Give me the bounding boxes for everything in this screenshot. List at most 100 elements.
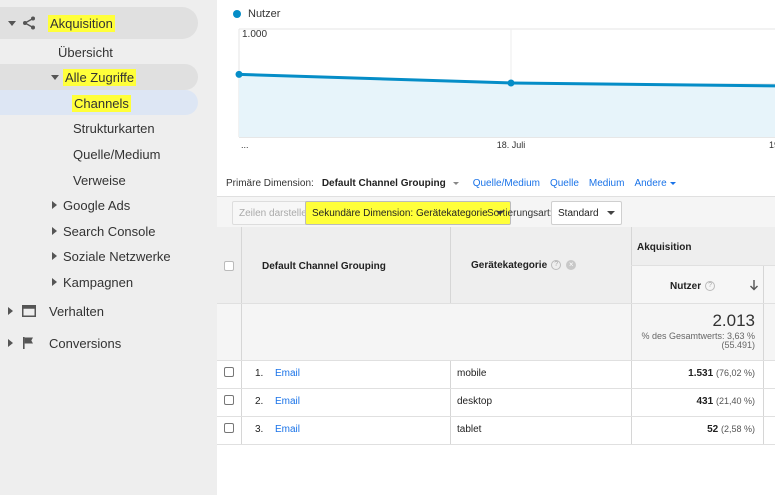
chevron-right-icon [52, 227, 57, 235]
users-header-cell [632, 265, 775, 303]
row-checkbox[interactable] [224, 395, 234, 405]
primary-dimension-bar: Primäre Dimension: Default Channel Group… [226, 178, 676, 189]
chart-plot: ... 18. Juli 19 [235, 28, 775, 150]
row-users-percent: (21,40 %) [715, 396, 755, 406]
caret-down-icon [606, 211, 615, 215]
sort-descending-icon[interactable] [749, 279, 759, 291]
row-channel-link[interactable]: Email [275, 368, 301, 379]
remove-dimension-icon[interactable]: × [566, 260, 577, 271]
chevron-down-icon [8, 20, 16, 26]
row-number: 2. [255, 396, 264, 407]
sidebar-item-acquisition[interactable]: Akquisition [8, 11, 115, 35]
sidebar-item-label: Strukturkarten [73, 120, 155, 136]
row-users-value: 52 [707, 424, 719, 435]
caret-down-icon [495, 211, 504, 215]
secondary-dimension-label: Sekundäre Dimension: Gerätekategorie [312, 207, 488, 219]
dimension-link-source-medium[interactable]: Quelle/Medium [472, 178, 540, 189]
dimension-link-source[interactable]: Quelle [549, 178, 579, 189]
row-channel-link[interactable]: Email [275, 424, 301, 435]
row-users-percent: (76,02 %) [715, 368, 755, 378]
row-device: mobile [457, 368, 487, 379]
select-all-checkbox[interactable] [224, 261, 234, 271]
row-users: 431 (21,40 %) [632, 396, 756, 407]
row-checkbox[interactable] [224, 423, 234, 433]
sidebar-item-label: Alle Zugriffe [63, 68, 137, 86]
column-header-users[interactable]: Nutzer? [670, 281, 716, 292]
sidebar-item-all-traffic[interactable]: Alle Zugriffe [51, 65, 137, 89]
sidebar-item-label: Verhalten [49, 303, 104, 319]
chart-legend: Nutzer [233, 8, 280, 20]
data-point [507, 79, 515, 87]
sidebar-item-treemaps[interactable]: Strukturkarten [73, 116, 155, 140]
sidebar-item-source-medium[interactable]: Quelle/Medium [73, 142, 160, 166]
sidebar-item-conversions[interactable]: Conversions [8, 331, 121, 355]
row-users-percent: (2,58 %) [720, 424, 755, 434]
sidebar-item-social[interactable]: Soziale Netzwerke [52, 244, 171, 268]
series-area [239, 74, 775, 137]
sidebar-item-campaigns[interactable]: Kampagnen [52, 270, 133, 294]
secondary-dimension-dropdown[interactable]: Sekundäre Dimension: Gerätekategorie [305, 201, 511, 225]
row-users-value: 431 [696, 396, 714, 407]
chevron-right-icon [52, 201, 57, 209]
caret-down-icon [669, 181, 676, 185]
chevron-right-icon [8, 307, 13, 315]
sidebar-item-label: Search Console [63, 223, 156, 239]
total-users-value: 2.013 [712, 311, 755, 330]
users-chart: Nutzer 1.000 500 ...18. Juli19 [217, 0, 775, 160]
sidebar-item-label: Google Ads [63, 197, 131, 213]
sidebar-item-label: Soziale Netzwerke [63, 248, 171, 264]
sidebar-item-search-console[interactable]: Search Console [52, 219, 156, 243]
column-divider [631, 227, 632, 445]
column-divider [450, 360, 451, 445]
row-users: 52 (2,58 %) [632, 424, 755, 435]
sidebar: Akquisition Übersicht Alle Zugriffe Chan… [0, 0, 217, 495]
chevron-down-icon [51, 74, 59, 80]
y-tick-label: 1.000 [242, 29, 268, 40]
column-header-device-category[interactable]: Gerätekategorie? × [471, 260, 577, 271]
primary-dimension-label: Primäre Dimension: [226, 178, 314, 189]
row-divider [217, 388, 775, 389]
row-checkbox[interactable] [224, 367, 234, 377]
table-toolbar: Zeilen darstellen Sekundäre Dimension: G… [217, 196, 775, 227]
caret-down-icon [452, 182, 459, 185]
sidebar-item-referrals[interactable]: Verweise [73, 168, 126, 192]
help-icon[interactable]: ? [705, 281, 716, 292]
total-row [217, 303, 775, 360]
row-channel-link[interactable]: Email [275, 396, 301, 407]
x-tick-label: 19 [769, 140, 775, 150]
plot-rows-button[interactable]: Zeilen darstellen [232, 201, 320, 225]
row-users-value: 1.531 [688, 368, 714, 379]
column-divider [450, 227, 451, 303]
dimension-link-medium[interactable]: Medium [588, 178, 625, 189]
sidebar-item-label: Quelle/Medium [73, 146, 161, 162]
sort-type-value: Standard [558, 207, 599, 219]
column-header-label: Nutzer [670, 281, 702, 292]
sidebar-item-overview[interactable]: Übersicht [58, 40, 113, 64]
row-divider [217, 360, 775, 361]
sidebar-item-behavior[interactable]: Verhalten [8, 299, 104, 323]
dimension-link-other[interactable]: Andere [634, 178, 676, 189]
share-icon [22, 16, 36, 30]
help-icon[interactable]: ? [551, 260, 562, 271]
dimension-link-other-label: Andere [634, 178, 667, 189]
row-number: 3. [255, 424, 264, 435]
sidebar-item-label: Conversions [49, 335, 122, 351]
sidebar-item-label: Verweise [73, 172, 126, 188]
sidebar-item-label: Akquisition [48, 14, 115, 32]
sidebar-item-google-ads[interactable]: Google Ads [52, 193, 130, 217]
column-divider [763, 265, 764, 445]
data-point [235, 70, 243, 78]
x-tick-label: 18. Juli [497, 140, 526, 150]
row-device: desktop [457, 396, 493, 407]
row-divider [217, 416, 775, 417]
sort-type-dropdown[interactable]: Standard [551, 201, 622, 225]
chevron-right-icon [52, 252, 57, 260]
sidebar-item-label: Channels [72, 94, 131, 112]
total-site-value: (55.491) [721, 340, 755, 350]
sidebar-item-label: Übersicht [58, 44, 113, 60]
column-group-acquisition: Akquisition [637, 242, 692, 253]
column-header-label: Gerätekategorie [471, 260, 548, 271]
column-header-channel-grouping[interactable]: Default Channel Grouping [262, 261, 386, 272]
primary-dimension-current[interactable]: Default Channel Grouping [321, 178, 446, 189]
sidebar-item-channels[interactable]: Channels [72, 91, 131, 115]
